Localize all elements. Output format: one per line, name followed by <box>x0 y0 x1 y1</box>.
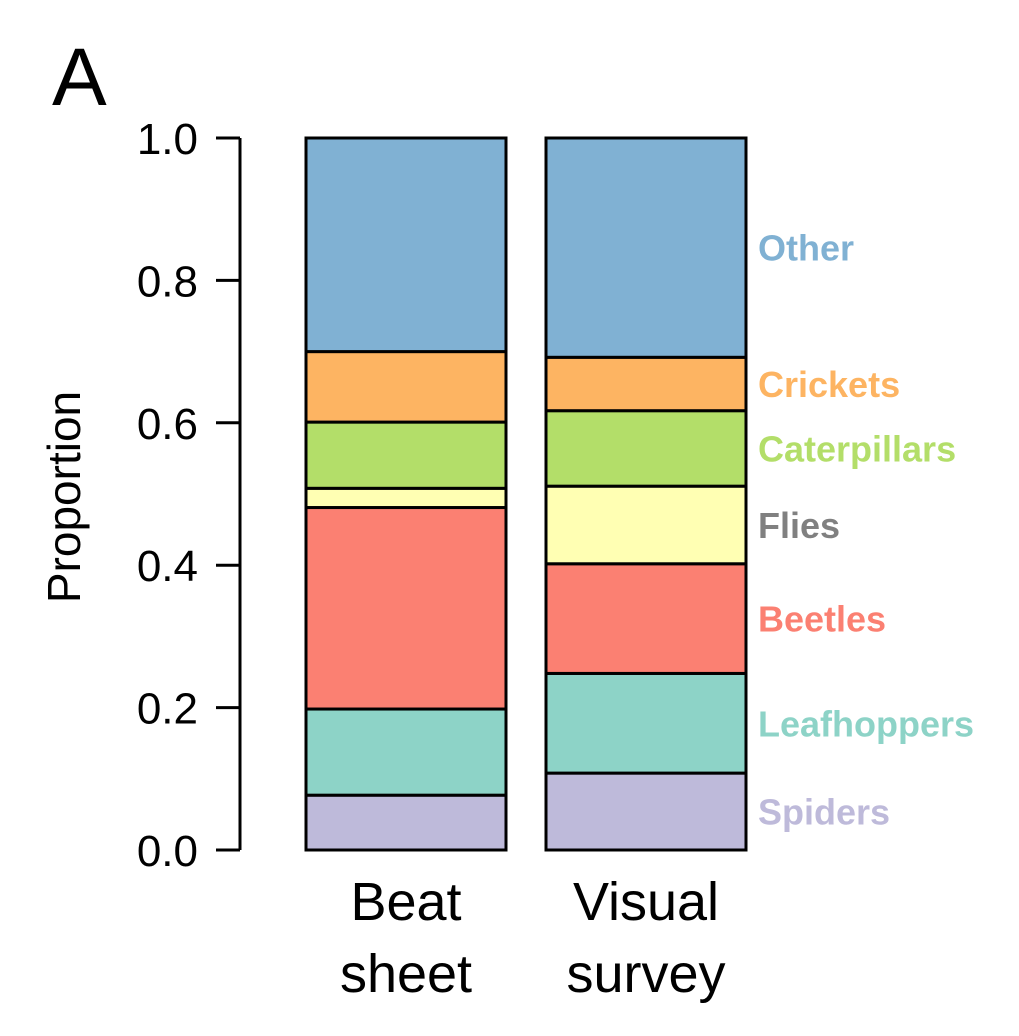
legend-label-flies: Flies <box>758 505 840 546</box>
bars <box>304 136 748 852</box>
x-tick-label: Visual <box>573 872 719 932</box>
bar-segment-beetles-1 <box>304 506 508 711</box>
bar-segment-spiders-2 <box>544 771 748 852</box>
bar-segment-other-2 <box>544 136 748 359</box>
bar-segment-crickets-1 <box>304 350 508 424</box>
y-tick-label: 0.2 <box>137 685 198 734</box>
x-tick-label: Beat <box>350 872 461 932</box>
x-tick-label: sheet <box>340 944 472 1004</box>
x-axis-labels: Beat sheet Visual survey <box>340 872 726 1004</box>
bar-segment-spiders-1 <box>304 793 508 852</box>
legend-label-leafhoppers: Leafhoppers <box>758 703 974 744</box>
bar-segment-leafhoppers-2 <box>544 671 748 775</box>
bar-segment-flies-1 <box>304 486 508 510</box>
legend-label-crickets: Crickets <box>758 364 900 405</box>
x-tick-label: survey <box>566 944 725 1004</box>
bar-segment-beetles-2 <box>544 562 748 675</box>
y-tick-label: 0.4 <box>137 542 198 591</box>
bar-segment-leafhoppers-1 <box>304 707 508 797</box>
panel-label: A <box>52 32 107 123</box>
y-tick-label: 0.8 <box>137 257 198 306</box>
bar-segment-crickets-2 <box>544 355 748 413</box>
bar-segment-caterpillars-2 <box>544 409 748 488</box>
bar-segment-caterpillars-1 <box>304 420 508 490</box>
y-tick-label: 0.0 <box>137 827 198 876</box>
y-axis-label: Proportion <box>38 391 90 603</box>
legend-label-beetles: Beetles <box>758 599 886 640</box>
legend-label-caterpillars: Caterpillars <box>758 428 956 469</box>
legend: Spiders Leafhoppers Beetles Flies Caterpilla… <box>758 228 974 833</box>
y-tick-label: 1.0 <box>137 115 198 164</box>
bar-segment-flies-2 <box>544 484 748 566</box>
bar-segment-other-1 <box>304 136 508 354</box>
legend-label-spiders: Spiders <box>758 792 890 833</box>
y-axis: 0.0 0.2 0.4 0.6 0.8 1.0 <box>137 115 242 876</box>
y-tick-label: 0.6 <box>137 400 198 449</box>
legend-label-other: Other <box>758 228 854 269</box>
